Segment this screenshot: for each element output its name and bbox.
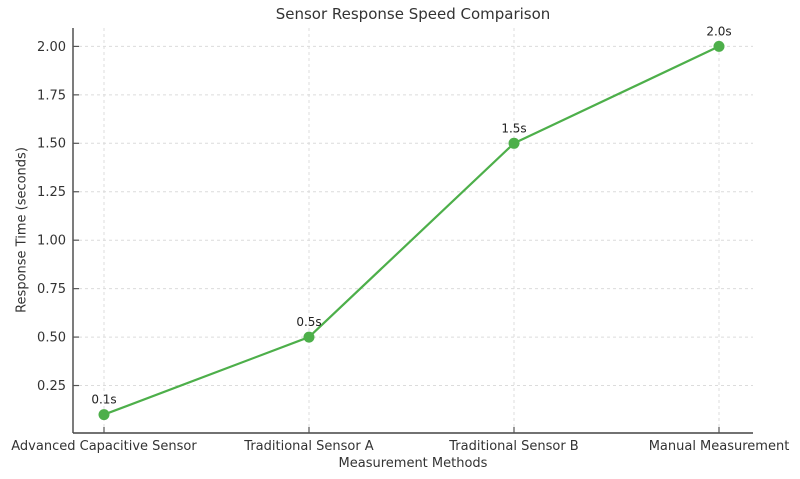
x-tick-label: Traditional Sensor A bbox=[243, 439, 374, 454]
y-tick-label: 0.75 bbox=[37, 282, 66, 297]
data-point-label: 2.0s bbox=[706, 24, 731, 38]
y-tick-label: 0.25 bbox=[37, 379, 66, 394]
data-point bbox=[98, 409, 110, 421]
data-line bbox=[102, 45, 721, 416]
x-tick-label: Traditional Sensor B bbox=[448, 439, 578, 454]
data-point-label: 1.5s bbox=[501, 121, 526, 135]
y-tick-label: 1.50 bbox=[37, 137, 66, 152]
chart-title: Sensor Response Speed Comparison bbox=[275, 5, 551, 23]
y-tick-label: 2.00 bbox=[37, 40, 66, 55]
y-tick-label: 0.50 bbox=[37, 330, 66, 345]
x-axis-label: Measurement Methods bbox=[338, 456, 488, 471]
data-point-label: 0.1s bbox=[91, 393, 116, 407]
x-tick-label: Advanced Capacitive Sensor bbox=[11, 439, 197, 454]
y-tick-label: 1.25 bbox=[37, 185, 66, 200]
data-point bbox=[303, 331, 315, 343]
data-point-label: 0.5s bbox=[296, 315, 321, 329]
x-tick-label: Manual Measurement bbox=[649, 439, 790, 454]
data-point bbox=[508, 137, 520, 149]
y-tick-label: 1.00 bbox=[37, 234, 66, 249]
y-tick-label: 1.75 bbox=[37, 88, 66, 103]
data-point bbox=[713, 40, 725, 52]
